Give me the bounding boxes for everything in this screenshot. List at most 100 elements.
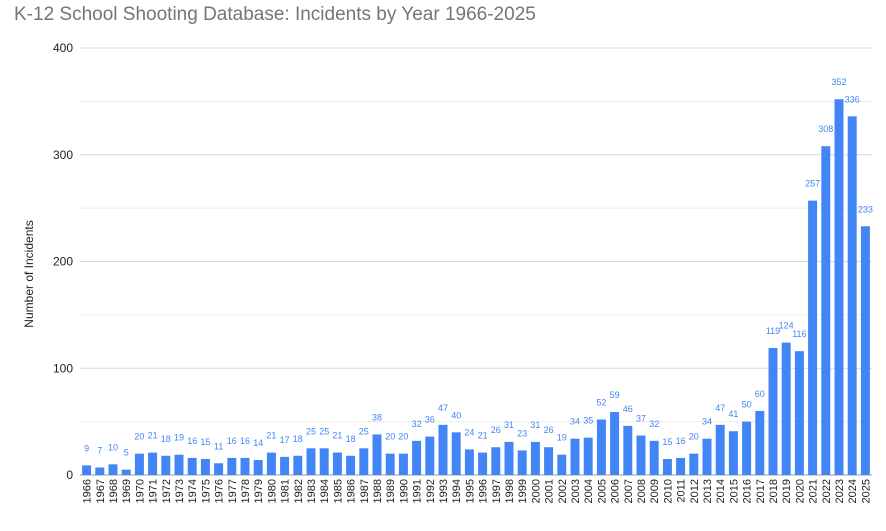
x-tick-label: 1990 xyxy=(398,479,410,503)
bar xyxy=(253,460,263,475)
bar xyxy=(346,455,356,475)
x-tick-label: 1983 xyxy=(306,479,318,503)
data-label: 47 xyxy=(438,403,448,413)
x-tick-label: 1993 xyxy=(438,479,450,503)
data-label: 5 xyxy=(124,448,129,458)
bar xyxy=(95,467,105,475)
x-tick-label: 1970 xyxy=(134,479,146,503)
y-tick-label: 400 xyxy=(53,41,73,55)
x-tick-label: 1996 xyxy=(478,479,490,503)
x-tick-label: 1997 xyxy=(491,479,503,503)
data-label: 21 xyxy=(148,431,158,441)
data-label: 11 xyxy=(214,441,223,451)
data-label: 16 xyxy=(227,436,237,446)
bar xyxy=(544,447,554,475)
x-tick-label: 2011 xyxy=(676,479,688,503)
x-tick-label: 2009 xyxy=(649,479,661,503)
x-tick-label: 2005 xyxy=(596,479,608,503)
data-label: 59 xyxy=(610,390,620,400)
bar xyxy=(557,454,567,475)
bar xyxy=(821,146,831,475)
bar xyxy=(451,432,461,475)
bar xyxy=(372,434,382,475)
data-label: 35 xyxy=(583,416,593,426)
data-label: 20 xyxy=(689,432,699,442)
data-label: 37 xyxy=(636,414,646,424)
bar xyxy=(161,455,171,475)
data-label: 14 xyxy=(253,438,263,448)
data-label: 19 xyxy=(557,433,567,443)
data-label: 21 xyxy=(332,431,342,441)
data-label: 119 xyxy=(766,326,780,336)
x-tick-label: 2018 xyxy=(768,479,780,503)
y-axis-ticks: 0 100 200 300 400 xyxy=(53,41,73,482)
x-tick-label: 2003 xyxy=(570,479,582,503)
y-axis-label: Number of Incidents xyxy=(22,220,36,327)
bar xyxy=(834,99,844,476)
bar xyxy=(570,438,580,475)
bar xyxy=(491,447,501,475)
bar xyxy=(385,453,395,475)
x-tick-label: 2014 xyxy=(715,479,727,503)
bar xyxy=(847,116,857,475)
bars xyxy=(82,99,870,476)
bar xyxy=(240,457,250,475)
bar xyxy=(623,425,633,475)
x-tick-label: 1988 xyxy=(372,479,384,503)
x-tick-label: 1977 xyxy=(227,479,239,503)
x-tick-label: 2006 xyxy=(610,479,622,503)
data-label: 47 xyxy=(715,403,725,413)
data-label: 32 xyxy=(649,419,659,429)
data-label: 17 xyxy=(280,435,290,445)
bar xyxy=(293,455,303,475)
x-tick-label: 1979 xyxy=(253,479,265,503)
x-tick-label: 1991 xyxy=(412,479,424,503)
bar xyxy=(280,456,290,475)
y-tick-label: 300 xyxy=(53,148,73,162)
bar xyxy=(728,431,738,475)
x-tick-label: 2020 xyxy=(794,479,806,503)
y-tick-label: 200 xyxy=(53,255,73,269)
data-label: 38 xyxy=(372,412,382,422)
x-tick-label: 2021 xyxy=(808,479,820,503)
x-tick-label: 1968 xyxy=(108,479,120,503)
data-label: 336 xyxy=(845,94,860,104)
x-tick-label: 1967 xyxy=(95,479,107,503)
x-tick-label: 2008 xyxy=(636,479,648,503)
x-tick-label: 1972 xyxy=(161,479,173,503)
bar xyxy=(860,226,870,475)
bar xyxy=(464,449,474,475)
bar xyxy=(662,458,672,475)
data-label: 52 xyxy=(596,397,606,407)
x-tick-label: 2000 xyxy=(530,479,542,503)
data-label: 308 xyxy=(818,124,833,134)
bar xyxy=(715,424,725,475)
x-tick-label: 1966 xyxy=(82,479,94,503)
x-tick-label: 1998 xyxy=(504,479,516,503)
data-label: 16 xyxy=(187,436,197,446)
x-tick-label: 1985 xyxy=(332,479,344,503)
x-tick-label: 1992 xyxy=(425,479,437,503)
data-label: 25 xyxy=(306,426,316,436)
data-label: 124 xyxy=(779,321,794,331)
bar xyxy=(306,448,316,475)
bar xyxy=(438,424,448,475)
bar xyxy=(649,440,659,475)
data-label: 25 xyxy=(359,426,369,436)
bar xyxy=(794,351,804,475)
x-tick-label: 1986 xyxy=(346,479,358,503)
x-tick-label: 1969 xyxy=(121,479,133,503)
bar xyxy=(596,419,606,475)
data-label: 20 xyxy=(134,432,144,442)
bar xyxy=(82,465,92,475)
bar xyxy=(108,464,118,475)
data-label: 36 xyxy=(425,415,435,425)
x-tick-label: 2023 xyxy=(834,479,846,503)
x-tick-label: 2022 xyxy=(821,479,833,503)
y-tick-label: 0 xyxy=(66,468,73,482)
data-label: 15 xyxy=(662,437,672,447)
x-tick-label: 2004 xyxy=(583,479,595,503)
data-label: 18 xyxy=(293,434,303,444)
bar xyxy=(530,441,540,475)
x-tick-label: 2019 xyxy=(781,479,793,503)
